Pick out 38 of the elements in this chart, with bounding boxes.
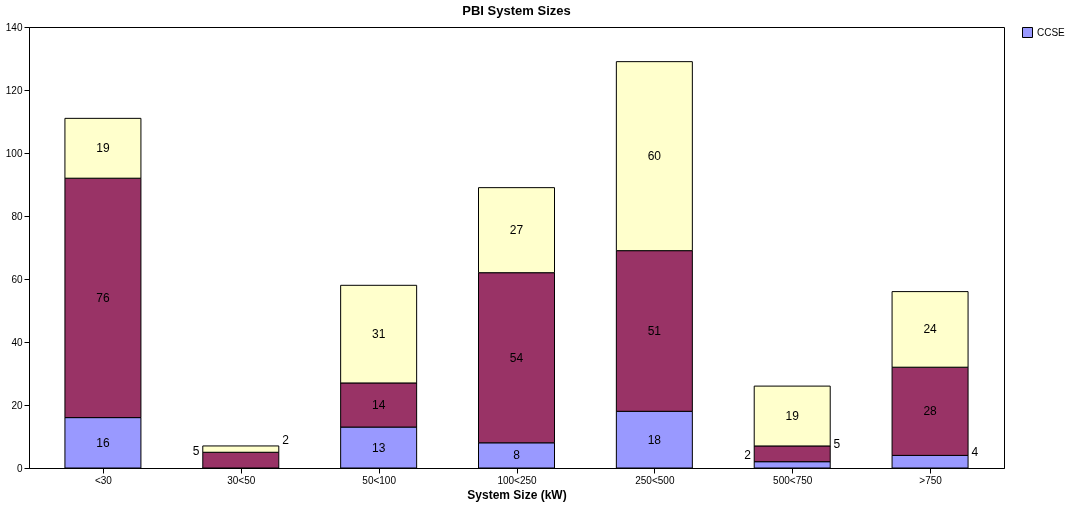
data-label: 28 [923, 404, 938, 419]
data-label: 2 [744, 448, 752, 463]
data-label: 54 [509, 350, 524, 365]
legend-label: CCSE [1037, 26, 1066, 38]
x-tick-label: 50<100 [362, 474, 397, 486]
chart-title: PBI System Sizes [462, 3, 571, 18]
data-label: 24 [923, 322, 938, 337]
data-label: 19 [96, 141, 110, 156]
x-tick-label: >750 [919, 474, 943, 486]
y-tick-label: 60 [11, 273, 23, 285]
data-label: 2 [282, 432, 290, 447]
y-tick-label: 80 [11, 210, 23, 222]
data-label: 18 [647, 432, 662, 447]
x-tick-label: <30 [94, 474, 113, 486]
data-label: 60 [647, 149, 662, 164]
y-tick-label: 140 [5, 21, 23, 33]
y-tick-label: 40 [11, 336, 23, 348]
x-tick-label: 30<50 [227, 474, 256, 486]
x-tick-label: 100<250 [497, 474, 538, 486]
data-label: 16 [96, 435, 110, 450]
x-tick-label: 250<500 [635, 474, 675, 486]
data-label: 51 [647, 323, 662, 338]
data-label: 13 [371, 440, 386, 455]
y-tick-label: 120 [5, 84, 23, 96]
y-tick-label: 0 [16, 462, 23, 474]
data-label: 27 [509, 223, 524, 238]
data-label: 76 [96, 290, 110, 305]
data-label: 31 [371, 327, 386, 342]
data-label: 4 [971, 445, 979, 460]
data-label: 14 [371, 398, 386, 412]
y-tick-label: 20 [11, 399, 23, 411]
data-label: 19 [785, 409, 800, 424]
y-tick-label: 100 [5, 147, 23, 159]
data-label: 5 [192, 443, 200, 458]
x-tick-label: 500<750 [773, 474, 813, 486]
data-label: 8 [513, 448, 521, 463]
data-label: 5 [833, 437, 841, 452]
x-axis-title: System Size (kW) [467, 487, 567, 502]
